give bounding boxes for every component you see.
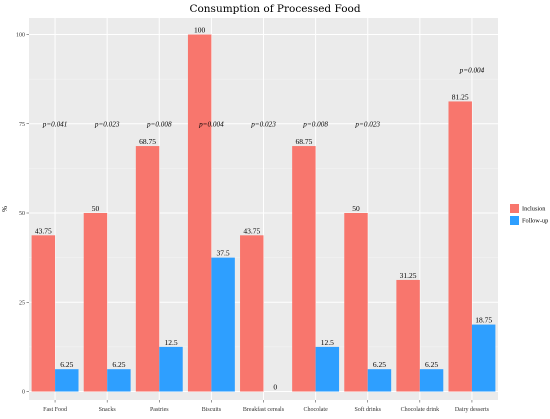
- data-labels: 43.75 50 68.75 100 43.75 68.75 50 31.25 81.25 6.2…: [35, 26, 492, 392]
- x-tick-label: Chocolate drink: [401, 407, 440, 413]
- data-label: 6.25: [425, 360, 438, 369]
- bar-follow-up: [315, 346, 340, 392]
- p-value-annotation: p=0.041: [42, 120, 68, 128]
- legend-label: Follow-up: [522, 218, 548, 225]
- y-tick-label: 100: [16, 33, 25, 39]
- bar-follow-up: [55, 369, 79, 392]
- legend-swatch: [510, 216, 519, 225]
- bar-inclusion: [344, 213, 368, 392]
- bar-follow-up: [159, 346, 183, 392]
- bar-follow-up: [367, 369, 392, 392]
- x-tick-label: Snacks: [99, 407, 117, 413]
- x-tick-label: Breakfast cereals: [243, 406, 285, 413]
- p-value-annotation: p=0.008: [302, 120, 328, 128]
- bar-inclusion: [396, 279, 420, 392]
- bar-inclusion: [83, 213, 108, 392]
- x-tick-label: Fast Food: [43, 407, 67, 413]
- p-value-annotation: p=0.008: [146, 120, 172, 128]
- data-label: 0: [273, 383, 277, 392]
- bar-follow-up: [419, 369, 444, 392]
- legend: Inclusion Follow-up: [510, 204, 548, 225]
- data-label: 50: [92, 204, 100, 213]
- data-label: 68.75: [139, 137, 156, 146]
- x-tick-label: Chocolate: [303, 407, 328, 413]
- bar-inclusion: [448, 101, 472, 392]
- x-tick-label: Soft drinks: [354, 406, 381, 413]
- x-tick-label: Dairy desserts: [455, 407, 490, 413]
- bar-inclusion: [135, 146, 160, 392]
- y-tick-label: 75: [19, 122, 25, 128]
- data-label: 18.75: [475, 316, 492, 325]
- data-label: 31.25: [400, 271, 417, 280]
- x-tick-label: Biscuits: [202, 407, 222, 413]
- data-label: 81.25: [452, 92, 469, 101]
- bar-follow-up: [211, 257, 235, 392]
- y-tick-label: 50: [19, 211, 25, 217]
- legend-label: Inclusion: [522, 206, 546, 213]
- axes: 0 25 50 75 100 Fast Food Snacks Pastries Biscuit…: [16, 33, 490, 414]
- p-value-annotation: p=0.023: [94, 120, 120, 128]
- data-label: 6.25: [112, 360, 125, 369]
- bar-follow-up: [471, 324, 496, 392]
- data-label: 12.5: [164, 338, 177, 347]
- bar-inclusion: [31, 235, 56, 392]
- p-value-annotations: p=0.041 p=0.023 p=0.008 p=0.004 p=0.023 p=0.0…: [42, 67, 485, 129]
- data-label: 50: [352, 204, 360, 213]
- data-label: 6.25: [60, 360, 73, 369]
- data-label: 100: [194, 26, 206, 35]
- p-value-annotation: p=0.023: [354, 120, 380, 128]
- bar-inclusion: [240, 235, 264, 392]
- y-axis-label: %: [1, 206, 9, 212]
- data-label: 37.5: [217, 249, 230, 258]
- data-label: 6.25: [373, 360, 386, 369]
- p-value-annotation: p=0.023: [250, 120, 276, 128]
- p-value-annotation: p=0.004: [198, 120, 224, 128]
- y-tick-label: 0: [22, 390, 25, 396]
- data-label: 43.75: [35, 226, 52, 235]
- bars: [31, 34, 496, 392]
- x-tick-label: Pastries: [150, 407, 169, 413]
- chart-title: Consumption of Processed Food: [189, 3, 360, 15]
- y-tick-label: 25: [19, 300, 25, 306]
- data-label: 68.75: [295, 137, 312, 146]
- bar-follow-up: [107, 369, 131, 392]
- bar-inclusion: [187, 34, 212, 392]
- bar-inclusion: [292, 146, 316, 392]
- legend-swatch: [510, 204, 519, 213]
- p-value-annotation: p=0.004: [459, 67, 485, 75]
- data-label: 12.5: [321, 338, 334, 347]
- data-label: 43.75: [243, 226, 260, 235]
